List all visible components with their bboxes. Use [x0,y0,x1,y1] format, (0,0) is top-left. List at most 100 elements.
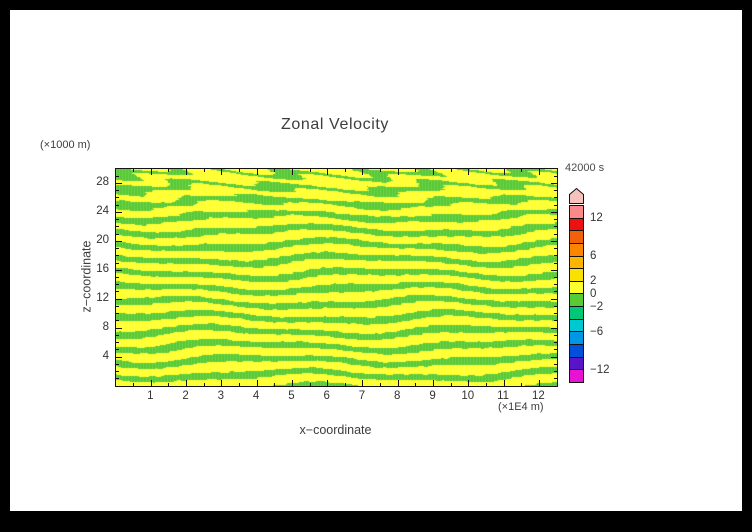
x-minor-tick [133,383,135,386]
y-minor-tick [116,219,119,221]
y-minor-tick [116,226,119,228]
y-minor-tick [554,233,557,235]
y-minor-tick [554,248,557,250]
x-tick-label: 11 [497,390,510,402]
y-minor-tick [554,378,557,380]
y-minor-tick [116,320,119,322]
y-tick-label: 28 [96,176,109,189]
x-major-tick [150,380,152,386]
x-tick-label: 10 [461,390,475,402]
x-tick-label: 12 [531,390,545,402]
x-tick-label: 1 [147,390,154,402]
y-minor-tick [116,378,119,380]
y-minor-tick [554,363,557,365]
colorbar-tick-label: −2 [590,300,604,313]
x-minor-tick [380,169,382,172]
y-minor-tick [554,334,557,336]
y-minor-tick [116,334,119,336]
y-minor-tick [554,305,557,307]
x-minor-tick [309,169,311,172]
x-minor-tick [380,383,382,386]
x-minor-tick [344,383,346,386]
y-major-tick [116,211,122,213]
colorbar-segment [570,370,583,382]
x-minor-tick [450,383,452,386]
y-minor-tick [116,248,119,250]
y-minor-tick [116,342,119,344]
colorbar-segment [570,243,583,257]
x-tick-label: 6 [323,390,330,402]
y-major-tick [551,211,557,213]
y-axis-unit-label: (×1000 m) [40,139,91,151]
x-major-tick [291,169,293,175]
y-major-tick [116,327,122,329]
colorbar-segment [570,218,583,232]
colorbar-tick-label: −12 [590,364,610,377]
y-minor-tick [116,313,119,315]
x-tick-label: 5 [288,390,295,402]
y-major-tick [551,298,557,300]
colorbar-tick-label: 6 [590,249,597,262]
y-major-tick [551,182,557,184]
y-minor-tick [554,277,557,278]
x-major-tick [468,380,470,386]
y-tick-label: 12 [96,292,109,305]
colorbar-segment [570,294,583,308]
x-minor-tick [168,383,170,386]
x-minor-tick [309,383,311,386]
y-minor-tick [116,349,119,351]
colorbar-segment [570,206,583,219]
y-minor-tick [554,320,557,322]
colorbar-segment [570,332,583,346]
x-major-tick [256,169,258,175]
y-minor-tick [554,204,557,206]
x-minor-tick [274,383,276,386]
colorbar-segment [570,231,583,244]
y-minor-tick [554,371,557,373]
y-minor-tick [554,349,557,351]
x-major-tick [397,380,399,386]
x-major-tick [291,380,293,386]
y-tick-label: 24 [96,205,109,218]
x-minor-tick [274,169,276,172]
x-major-tick [397,169,399,175]
y-minor-tick [554,342,557,344]
colorbar-segment [570,319,583,333]
y-minor-tick [116,284,119,286]
y-minor-tick [554,226,557,228]
colorbar-segment [570,307,583,320]
y-minor-tick [116,291,119,293]
x-minor-tick [521,169,523,172]
y-minor-tick [116,197,119,199]
y-major-tick [551,269,557,271]
y-minor-tick [116,371,119,373]
x-minor-tick [344,169,346,172]
y-minor-tick [554,284,557,286]
time-annotation: 42000 s [565,162,605,174]
colorbar-tick-label: 12 [590,211,603,224]
y-minor-tick [554,219,557,221]
y-minor-tick [554,262,557,264]
x-tick-label: 8 [394,390,401,402]
y-minor-tick [554,255,557,257]
x-minor-tick [203,169,205,172]
y-minor-tick [554,197,557,199]
x-tick-label: 3 [217,390,225,402]
x-major-tick [503,169,505,175]
y-minor-tick [116,255,119,257]
x-minor-tick [521,383,523,386]
velocity-field-heatmap [116,169,557,386]
x-major-tick [362,380,364,386]
x-minor-tick [238,169,240,172]
colorbar-segment [570,256,583,270]
y-major-tick [551,327,557,329]
x-axis-unit-label: (×1E4 m) [498,401,544,413]
colorbar-tick-label: 2 [590,275,597,288]
y-major-tick [116,356,122,358]
y-major-tick [551,240,557,242]
x-tick-label: 7 [358,390,366,402]
y-minor-tick [554,175,557,177]
colorbar-segment [570,281,583,295]
x-major-tick [186,169,188,175]
